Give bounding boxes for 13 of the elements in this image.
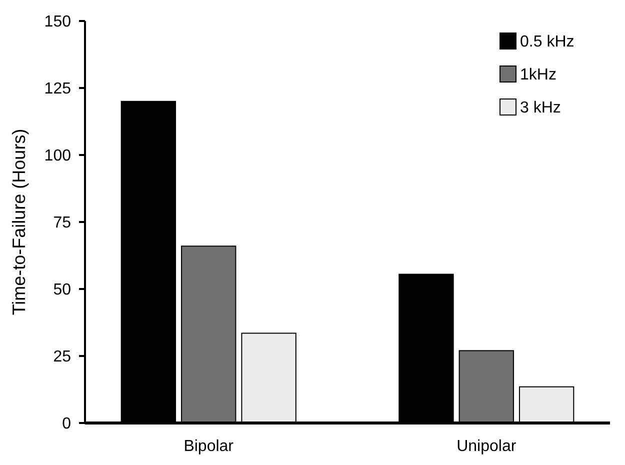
y-tick-label: 25: [53, 348, 72, 366]
x-tick-label: Bipolar: [184, 438, 234, 455]
y-tick-label: 100: [44, 148, 72, 165]
y-tick-label: 0: [62, 416, 72, 433]
y-tick-label: 75: [53, 214, 72, 232]
y-tick-label: 50: [53, 282, 72, 299]
y-tick-label: 150: [44, 14, 72, 31]
legend-label: 1kHz: [520, 66, 556, 84]
legend-label: 0.5 kHz: [520, 34, 574, 51]
legend-label: 3 kHz: [520, 100, 561, 117]
y-axis-title: Time-to-Failure (Hours): [9, 128, 29, 316]
x-tick-label: Unipolar: [456, 438, 517, 455]
y-tick-label: 125: [44, 80, 72, 98]
